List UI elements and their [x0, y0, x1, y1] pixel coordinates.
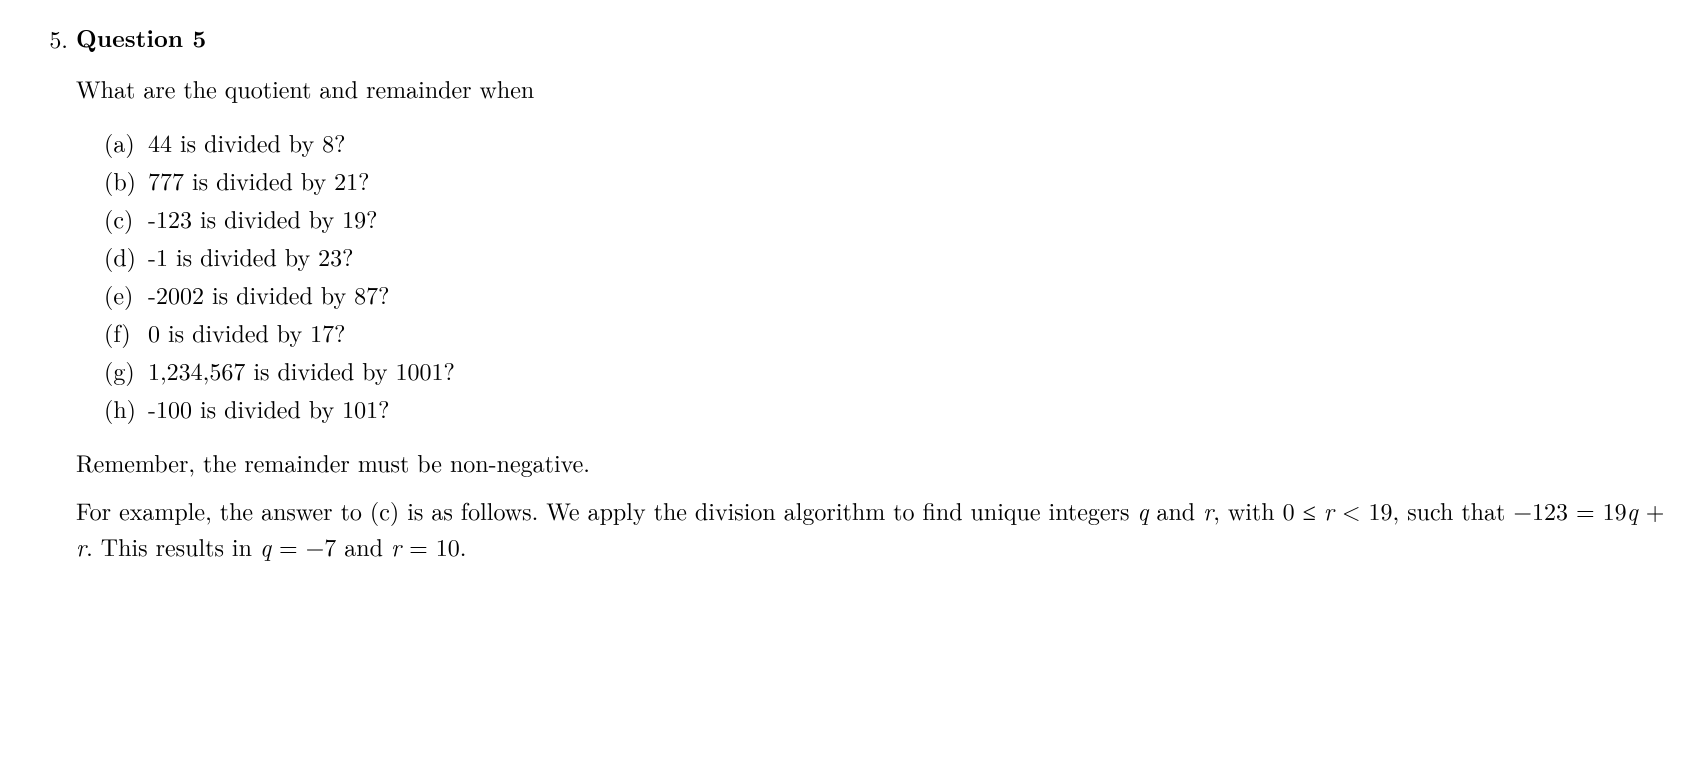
example-text: = −7 and: [271, 529, 391, 563]
part-label: (f): [104, 314, 148, 350]
part-label: (g): [104, 352, 148, 388]
math-variable-q: q: [1627, 493, 1638, 527]
part-text: 44 is divided by 8?: [148, 124, 345, 160]
math-variable-r: r: [76, 529, 86, 563]
part-label: (e): [104, 276, 148, 312]
example-text: +: [1638, 493, 1665, 527]
list-item: (g) 1,234,567 is divided by 1001?: [104, 352, 1676, 388]
list-item: (c) -123 is divided by 19?: [104, 200, 1676, 236]
list-item: (f) 0 is divided by 17?: [104, 314, 1676, 350]
math-variable-r: r: [1203, 493, 1213, 527]
example-text: , with 0 ≤: [1213, 493, 1324, 527]
parts-list: (a) 44 is divided by 8? (b) 777 is divid…: [104, 124, 1676, 426]
example-text: = 10.: [401, 529, 466, 563]
example-text: < 19, such that −123 = 19: [1334, 493, 1627, 527]
part-label: (c): [104, 200, 148, 236]
math-variable-q: q: [260, 529, 271, 563]
part-label: (h): [104, 390, 148, 426]
math-variable-r: r: [1324, 493, 1334, 527]
question-title: Question 5: [76, 20, 1676, 56]
example-text: . This results in: [86, 529, 260, 563]
list-item: (e) -2002 is divided by 87?: [104, 276, 1676, 312]
math-variable-q: q: [1137, 493, 1148, 527]
example-text: and: [1148, 493, 1203, 527]
list-item: (a) 44 is divided by 8?: [104, 124, 1676, 160]
list-item: (h) -100 is divided by 101?: [104, 390, 1676, 426]
question-prompt: What are the quotient and remainder when: [76, 70, 1676, 106]
list-item: (d) -1 is divided by 23?: [104, 238, 1676, 274]
question-body: Question 5 What are the quotient and rem…: [76, 20, 1676, 564]
question-block: 5. Question 5 What are the quotient and …: [20, 20, 1676, 564]
math-variable-r: r: [391, 529, 401, 563]
part-label: (a): [104, 124, 148, 160]
list-item: (b) 777 is divided by 21?: [104, 162, 1676, 198]
example-paragraph: For example, the answer to (c) is as fol…: [76, 492, 1676, 564]
remainder-note: Remember, the remainder must be non-nega…: [76, 444, 1676, 480]
part-text: 1,234,567 is divided by 1001?: [148, 352, 455, 388]
part-label: (d): [104, 238, 148, 274]
part-text: -123 is divided by 19?: [148, 200, 377, 236]
part-text: 0 is divided by 17?: [148, 314, 345, 350]
part-text: -100 is divided by 101?: [148, 390, 389, 426]
part-text: -2002 is divided by 87?: [148, 276, 389, 312]
part-text: -1 is divided by 23?: [148, 238, 353, 274]
part-label: (b): [104, 162, 148, 198]
part-text: 777 is divided by 21?: [148, 162, 369, 198]
example-text: For example, the answer to (c) is as fol…: [76, 493, 1137, 527]
question-number: 5.: [20, 20, 76, 56]
